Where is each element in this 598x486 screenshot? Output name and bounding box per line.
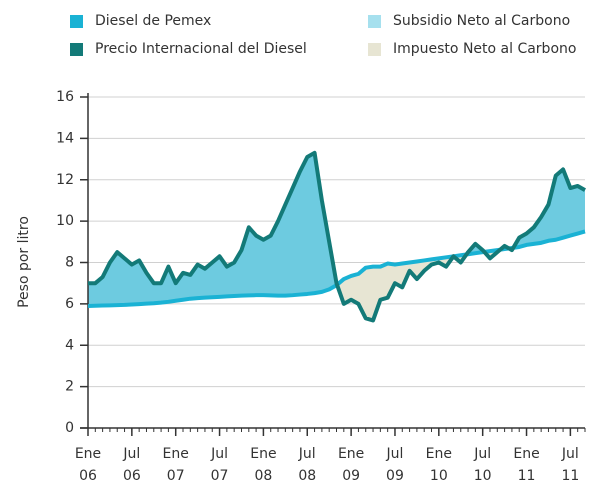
x-tick-label: 08	[298, 468, 316, 484]
x-tick-label: 09	[342, 468, 360, 484]
x-tick-label: 08	[254, 468, 272, 484]
x-tick-label: Jul	[561, 446, 579, 462]
y-tick-label: 14	[56, 130, 74, 146]
x-tick-label: 10	[430, 468, 448, 484]
series-line	[88, 150, 586, 323]
legend-label: Precio Internacional del Diesel	[95, 41, 307, 57]
x-tick-label: Ene	[338, 446, 364, 462]
y-tick-label: 12	[56, 172, 74, 188]
x-tick-label: Ene	[250, 446, 276, 462]
x-tick-label: Jul	[473, 446, 491, 462]
y-tick-label: 6	[65, 296, 74, 312]
legend-label: Subsidio Neto al Carbono	[393, 13, 570, 29]
x-tick-label: 10	[474, 468, 492, 484]
y-tick-label: 0	[65, 420, 74, 436]
x-tick-label: 11	[518, 468, 536, 484]
legend-swatch	[368, 43, 381, 56]
x-tick-label: 11	[561, 468, 579, 484]
x-tick-label: Ene	[426, 446, 452, 462]
x-tick-label: Jul	[298, 446, 316, 462]
legend-label: Diesel de Pemex	[95, 13, 211, 29]
x-tick-label: Jul	[210, 446, 228, 462]
y-axis-label: Peso por litro	[16, 216, 32, 308]
x-tick-label: 07	[211, 468, 229, 484]
y-tick-label: 16	[56, 89, 74, 105]
x-tick-label: Jul	[122, 446, 140, 462]
legend-label: Impuesto Neto al Carbono	[393, 41, 576, 57]
y-tick-label: 2	[65, 379, 74, 395]
x-tick-label: Ene	[75, 446, 101, 462]
x-tick-label: 06	[123, 468, 141, 484]
y-tick-label: 8	[65, 255, 74, 271]
x-tick-label: Jul	[386, 446, 404, 462]
subsidy-area	[88, 152, 585, 306]
legend-swatch	[70, 43, 83, 56]
x-tick-label: Ene	[513, 446, 539, 462]
legend-swatch	[70, 15, 83, 28]
y-tick-label: 4	[65, 337, 74, 353]
x-tick-label: 07	[167, 468, 185, 484]
x-tick-label: Ene	[163, 446, 189, 462]
y-tick-label: 10	[56, 213, 74, 229]
x-tick-label: 06	[79, 468, 97, 484]
x-tick-label: 09	[386, 468, 404, 484]
legend-swatch	[368, 15, 381, 28]
